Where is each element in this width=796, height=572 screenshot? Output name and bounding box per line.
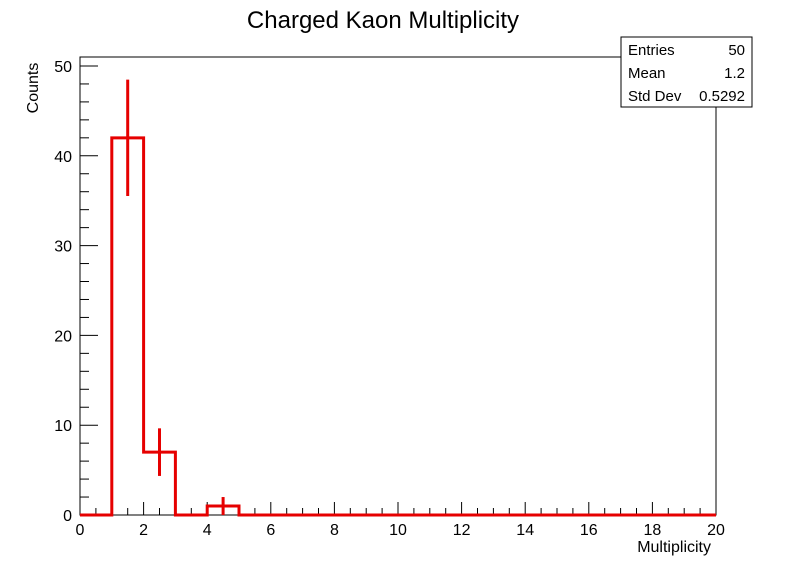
x-tick-label: 20 [707,522,725,539]
x-tick-label: 8 [330,522,339,539]
y-axis: 0 10 20 30 40 50 [54,59,98,525]
y-tick-label: 50 [54,59,72,76]
y-tick-label: 0 [63,508,72,525]
x-axis-label: Multiplicity [637,539,711,556]
plot-frame [79,56,717,516]
y-tick-label: 10 [54,418,72,435]
stats-stddev-value: 0.5292 [699,88,745,105]
x-tick-label: 12 [453,522,471,539]
x-tick-label: 18 [644,522,662,539]
stats-entries-value: 50 [728,42,745,59]
x-tick-label: 14 [516,522,534,539]
stats-box-frame [620,36,753,108]
chart-title: Charged Kaon Multiplicity [247,7,519,34]
x-tick-label: 10 [389,522,407,539]
stats-mean-label: Mean [628,65,666,82]
y-axis-label: Counts [25,63,42,114]
x-tick-label: 6 [266,522,275,539]
y-tick-label: 40 [54,149,72,166]
stats-box: Entries 50 Mean 1.2 Std Dev 0.5292 [620,36,753,108]
histogram-series [80,79,716,517]
stats-mean-value: 1.2 [724,65,745,82]
stats-stddev-label: Std Dev [628,88,682,105]
histogram-outline [80,136,716,517]
x-tick-label: 4 [203,522,212,539]
x-tick-label: 16 [580,522,598,539]
y-tick-label: 30 [54,239,72,256]
y-tick-label: 20 [54,328,72,345]
x-tick-label: 0 [76,522,85,539]
x-tick-label: 2 [139,522,148,539]
stats-entries-label: Entries [628,42,675,59]
x-axis: 0 2 4 6 8 10 12 14 16 18 20 [76,502,725,539]
